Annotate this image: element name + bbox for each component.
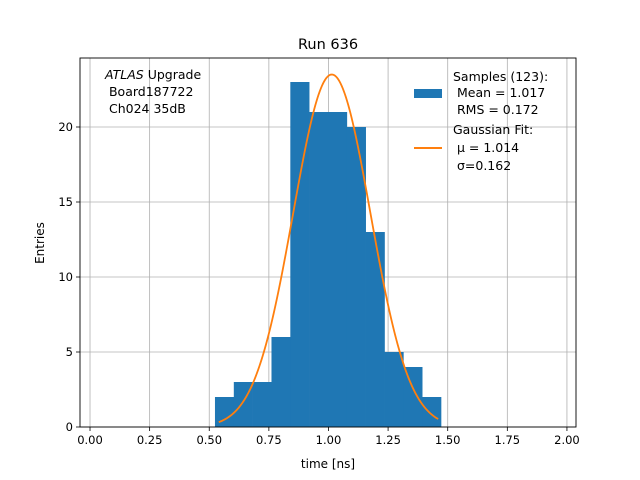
histogram-bar — [290, 82, 310, 427]
channel-label: Ch024 35dB — [105, 101, 186, 116]
gaussian-fit-line — [218, 73, 439, 423]
y-tick-label: 10 — [58, 270, 73, 284]
y-tick-label: 15 — [58, 195, 73, 209]
legend-histogram-swatch — [414, 89, 442, 98]
histogram-bar — [252, 382, 272, 427]
legend-rms: RMS = 0.172 — [453, 102, 539, 117]
legend-mu: μ = 1.014 — [453, 140, 519, 155]
histogram-bar — [346, 127, 366, 427]
x-tick-label: 1.25 — [375, 433, 401, 447]
histogram-bar — [365, 232, 385, 427]
histogram-bar — [384, 352, 404, 427]
chart-title: Run 636 — [298, 37, 358, 53]
atlas-annotation: ATLAS Upgrade Board187722 Ch024 35dB — [104, 67, 201, 116]
histogram-bar — [271, 337, 291, 427]
x-tick-label: 0.00 — [77, 433, 103, 447]
upgrade-label: Upgrade — [144, 67, 202, 82]
y-tick-label: 20 — [58, 120, 73, 134]
histogram-bar — [328, 112, 348, 427]
legend: Samples (123): Mean = 1.017 RMS = 0.172 … — [414, 69, 548, 173]
x-tick-label: 0.25 — [137, 433, 163, 447]
x-tick-label: 0.75 — [256, 433, 282, 447]
histogram-bar — [309, 112, 329, 427]
legend-fit-title: Gaussian Fit: — [453, 122, 533, 137]
x-tick-label: 1.75 — [495, 433, 521, 447]
legend-sigma: σ=0.162 — [453, 158, 511, 173]
x-tick-label: 2.00 — [554, 433, 580, 447]
y-axis-label: Entries — [33, 222, 47, 264]
atlas-label: ATLAS — [104, 67, 144, 82]
histogram-bar — [214, 397, 235, 427]
y-tick-label: 5 — [66, 345, 73, 359]
legend-samples-title: Samples (123): — [453, 69, 548, 84]
x-axis-label: time [ns] — [301, 457, 355, 471]
svg-text:ATLAS Upgrade: ATLAS Upgrade — [104, 67, 201, 82]
ticks: 0.00 0.25 0.50 0.75 1.00 1.25 1.50 1.75 2.00 0 5 10… — [58, 120, 579, 447]
axes-frame — [79, 57, 577, 428]
legend-mean: Mean = 1.017 — [453, 85, 545, 100]
y-tick-label: 0 — [66, 420, 73, 434]
x-tick-label: 0.50 — [196, 433, 222, 447]
histogram-bar — [422, 397, 442, 427]
histogram-bars — [214, 82, 442, 427]
board-label: Board187722 — [105, 84, 193, 99]
x-tick-label: 1.00 — [316, 433, 342, 447]
x-tick-label: 1.50 — [435, 433, 461, 447]
histogram-bar — [403, 367, 423, 427]
